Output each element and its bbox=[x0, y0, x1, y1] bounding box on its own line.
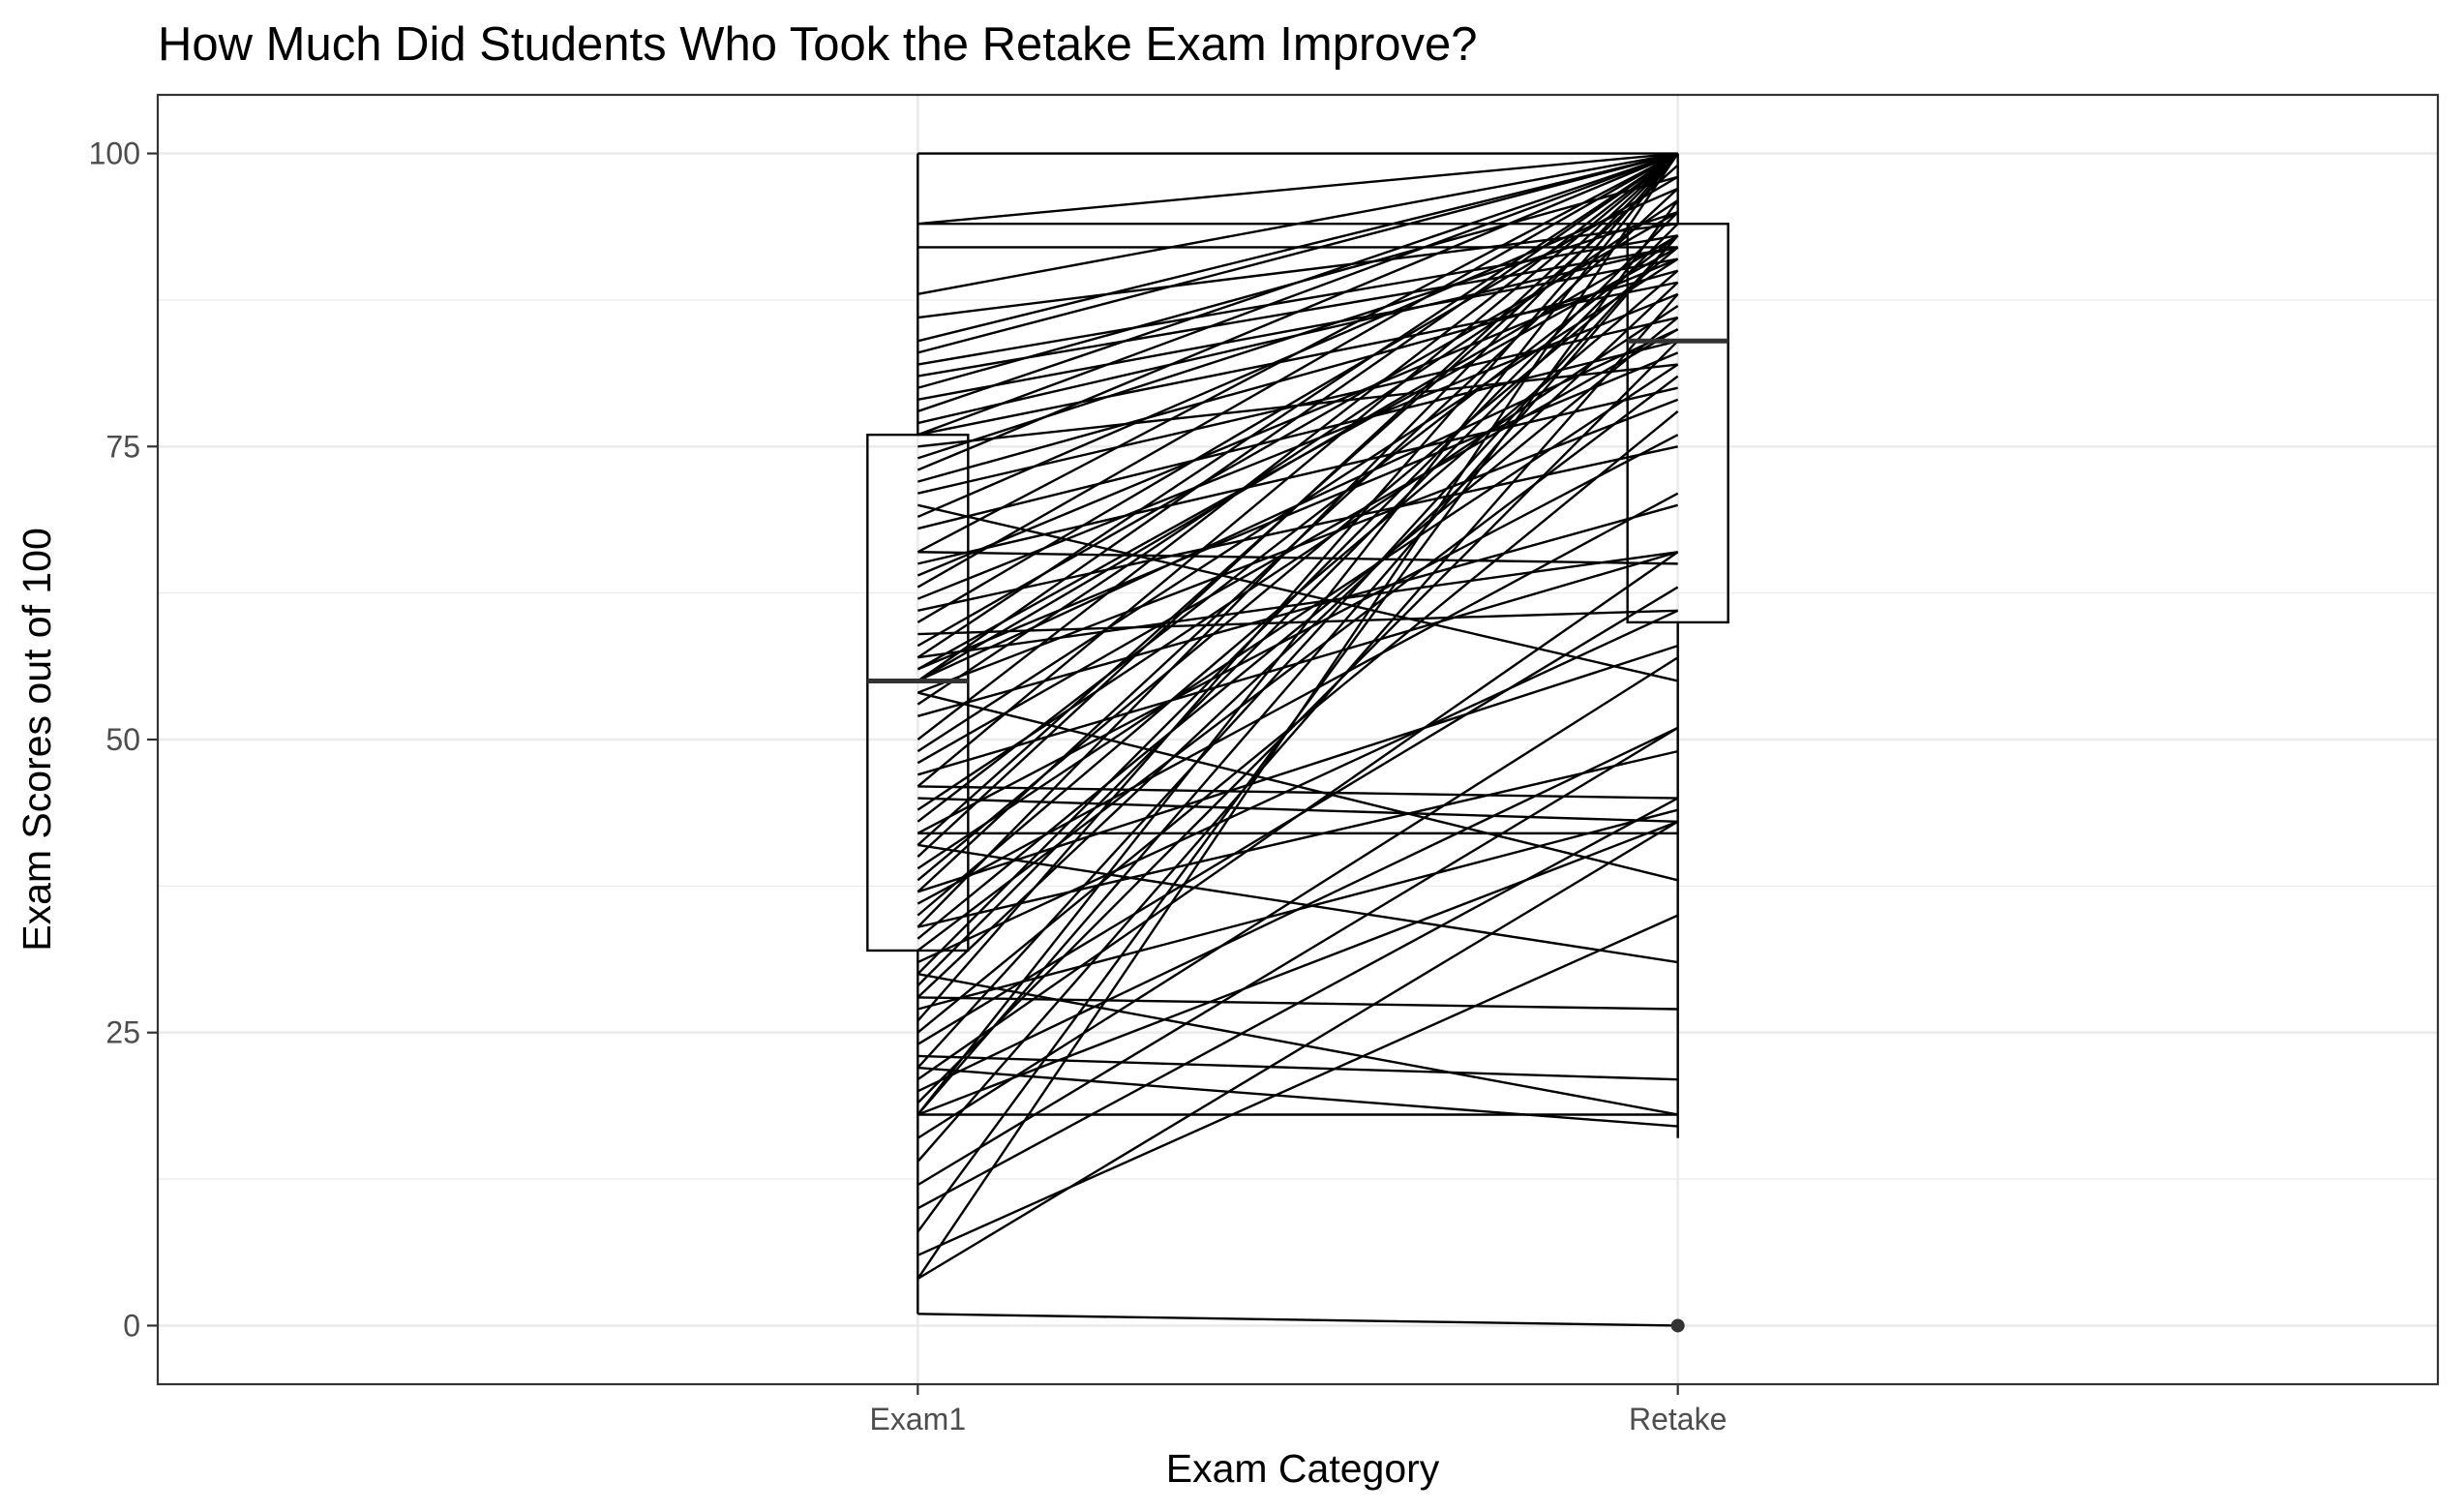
student-line bbox=[916, 152, 1679, 858]
student-line bbox=[917, 281, 1678, 437]
student-line bbox=[916, 363, 1679, 870]
student-line bbox=[916, 820, 1679, 1281]
y-tick-label: 50 bbox=[105, 722, 140, 757]
student-line bbox=[917, 386, 1678, 565]
y-tick-label: 25 bbox=[105, 1015, 140, 1050]
boxplots bbox=[866, 153, 1729, 1333]
y-tick-label: 75 bbox=[105, 429, 140, 464]
student-line bbox=[916, 820, 1679, 1116]
student-line bbox=[917, 234, 1678, 366]
student-line bbox=[916, 375, 1679, 952]
student-line bbox=[917, 749, 1678, 928]
student-line bbox=[917, 152, 1678, 296]
y-tick-label: 0 bbox=[123, 1308, 140, 1343]
student-line bbox=[916, 234, 1679, 1116]
student-line bbox=[916, 609, 1679, 964]
student-line bbox=[916, 198, 1679, 706]
student-line bbox=[916, 914, 1679, 1256]
student-line bbox=[916, 152, 1679, 1280]
x-tick-label: Retake bbox=[1629, 1402, 1727, 1436]
y-tick-label: 100 bbox=[89, 136, 140, 171]
student-line bbox=[917, 797, 1678, 823]
grid bbox=[158, 95, 2438, 1384]
student-line bbox=[916, 152, 1679, 437]
student-line bbox=[916, 152, 1679, 589]
student-line bbox=[917, 973, 1678, 1116]
y-axis: 0 25 50 75 100 bbox=[89, 136, 158, 1343]
student-line bbox=[916, 293, 1679, 1163]
student-line bbox=[917, 152, 1678, 226]
student-line bbox=[916, 152, 1679, 471]
student-line bbox=[917, 152, 1678, 354]
student-line bbox=[917, 609, 1678, 636]
student-line bbox=[916, 281, 1679, 999]
student-line bbox=[917, 1313, 1678, 1327]
student-line bbox=[916, 152, 1679, 413]
student-line bbox=[916, 340, 1679, 1104]
student-pair-lines bbox=[916, 152, 1679, 1327]
student-line bbox=[916, 152, 1679, 682]
student-line bbox=[917, 223, 1678, 319]
student-line bbox=[916, 234, 1679, 823]
student-line bbox=[916, 152, 1679, 659]
student-line bbox=[916, 234, 1679, 682]
student-line bbox=[916, 317, 1679, 940]
box-outlier-point bbox=[1670, 1318, 1685, 1333]
student-line bbox=[917, 843, 1678, 964]
student-line bbox=[916, 152, 1679, 741]
student-line bbox=[916, 152, 1679, 1022]
student-line bbox=[916, 351, 1679, 671]
student-line bbox=[916, 152, 1679, 1116]
student-line bbox=[917, 257, 1678, 402]
student-line bbox=[917, 1066, 1678, 1128]
student-line bbox=[916, 726, 1679, 1093]
chart-title: How Much Did Students Who Took the Retak… bbox=[158, 18, 1478, 71]
student-line bbox=[916, 797, 1679, 1210]
boxplot-retake bbox=[1626, 153, 1729, 1333]
x-axis-title: Exam Category bbox=[1166, 1446, 1440, 1491]
student-line bbox=[917, 152, 1678, 343]
box-iqr bbox=[866, 433, 970, 953]
student-line bbox=[916, 304, 1679, 811]
y-axis-title: Exam Scores out of 100 bbox=[15, 528, 59, 952]
box-iqr bbox=[1626, 222, 1729, 624]
student-line bbox=[916, 223, 1679, 987]
student-line bbox=[917, 785, 1678, 800]
boxplot-exam1 bbox=[866, 153, 970, 1315]
x-axis: Exam1 Retake bbox=[870, 1384, 1727, 1436]
student-line bbox=[916, 152, 1679, 788]
student-line bbox=[916, 726, 1679, 1187]
student-line bbox=[916, 551, 1679, 1081]
student-line bbox=[916, 152, 1679, 554]
x-tick-label: Exam1 bbox=[870, 1402, 967, 1436]
student-line bbox=[916, 152, 1679, 928]
student-line bbox=[916, 644, 1679, 893]
